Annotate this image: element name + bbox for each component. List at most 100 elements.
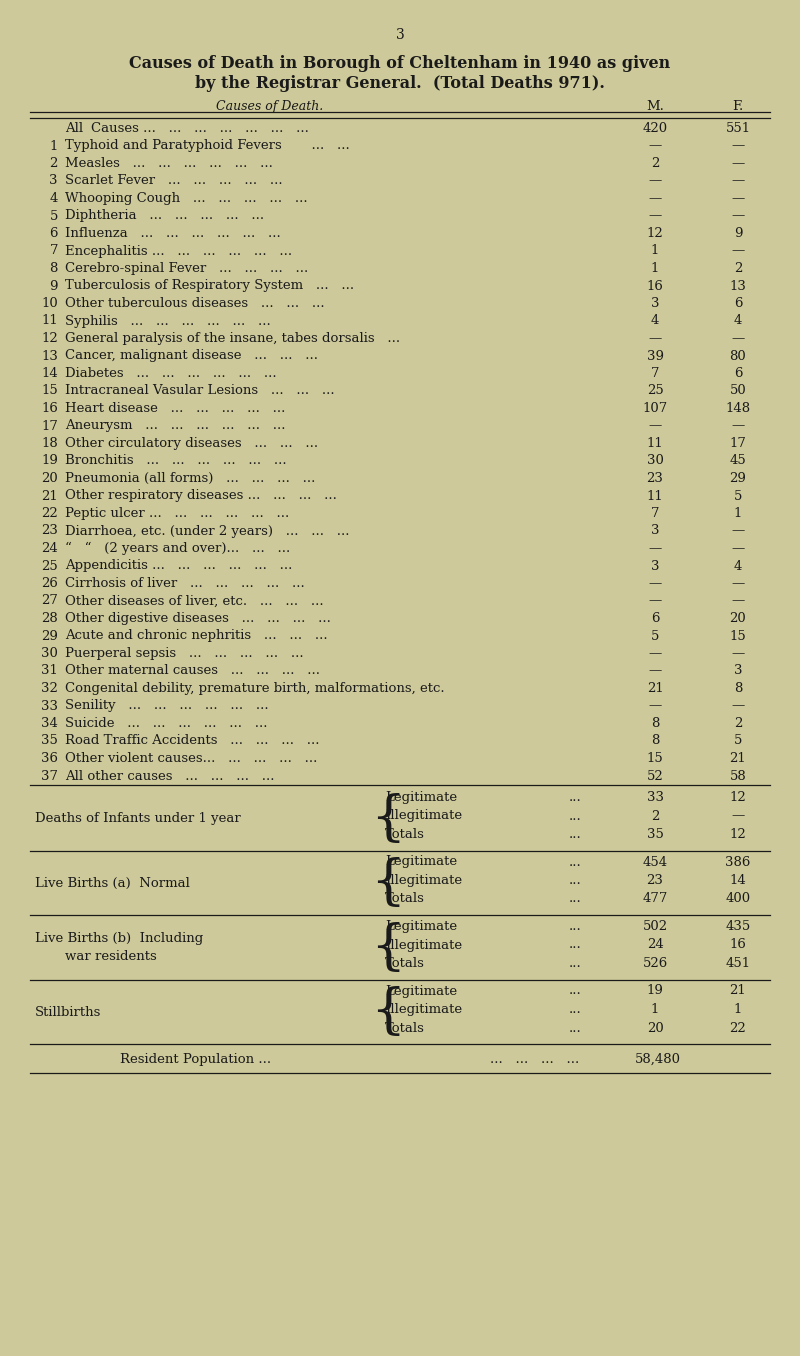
Text: —: —: [731, 209, 745, 222]
Text: 35: 35: [41, 735, 58, 747]
Text: 2: 2: [50, 157, 58, 170]
Text: Road Traffic Accidents   ...   ...   ...   ...: Road Traffic Accidents ... ... ... ...: [65, 735, 319, 747]
Text: Senility   ...   ...   ...   ...   ...   ...: Senility ... ... ... ... ... ...: [65, 700, 269, 712]
Text: 14: 14: [730, 875, 746, 887]
Text: 36: 36: [41, 753, 58, 765]
Text: —: —: [648, 332, 662, 344]
Text: All: All: [65, 122, 83, 136]
Text: 148: 148: [726, 401, 750, 415]
Text: 1: 1: [651, 1003, 659, 1016]
Text: 33: 33: [646, 791, 663, 804]
Text: Congenital debility, premature birth, malformations, etc.: Congenital debility, premature birth, ma…: [65, 682, 445, 696]
Text: Acute and chronic nephritis   ...   ...   ...: Acute and chronic nephritis ... ... ...: [65, 629, 328, 643]
Text: {: {: [370, 986, 406, 1039]
Text: 107: 107: [642, 401, 668, 415]
Text: 502: 502: [642, 919, 667, 933]
Text: 33: 33: [41, 700, 58, 712]
Text: 24: 24: [42, 542, 58, 555]
Text: by the Registrar General.  (Total Deaths 971).: by the Registrar General. (Total Deaths …: [195, 75, 605, 92]
Text: 5: 5: [651, 629, 659, 643]
Text: 526: 526: [642, 957, 668, 970]
Text: 29: 29: [41, 629, 58, 643]
Text: Other circulatory diseases   ...   ...   ...: Other circulatory diseases ... ... ...: [65, 437, 318, 450]
Text: {: {: [370, 922, 406, 974]
Text: Legitimate: Legitimate: [385, 919, 457, 933]
Text: Diphtheria   ...   ...   ...   ...   ...: Diphtheria ... ... ... ... ...: [65, 209, 264, 222]
Text: Legitimate: Legitimate: [385, 856, 457, 868]
Text: 7: 7: [50, 244, 58, 258]
Text: Causes ...   ...   ...   ...   ...   ...   ...: Causes ... ... ... ... ... ... ...: [91, 122, 309, 136]
Text: 21: 21: [730, 984, 746, 998]
Text: 16: 16: [41, 401, 58, 415]
Text: 29: 29: [730, 472, 746, 485]
Text: ...: ...: [569, 938, 582, 952]
Text: 45: 45: [730, 454, 746, 468]
Text: Peptic ulcer ...   ...   ...   ...   ...   ...: Peptic ulcer ... ... ... ... ... ...: [65, 507, 290, 519]
Text: 4: 4: [734, 315, 742, 328]
Text: Influenza   ...   ...   ...   ...   ...   ...: Influenza ... ... ... ... ... ...: [65, 226, 281, 240]
Text: 2: 2: [651, 157, 659, 170]
Text: ...: ...: [569, 984, 582, 998]
Text: Heart disease   ...   ...   ...   ...   ...: Heart disease ... ... ... ... ...: [65, 401, 286, 415]
Text: ...: ...: [569, 957, 582, 970]
Text: 435: 435: [726, 919, 750, 933]
Text: ...   ...   ...   ...: ... ... ... ...: [490, 1054, 579, 1066]
Text: 1: 1: [651, 262, 659, 275]
Text: —: —: [648, 419, 662, 433]
Text: 2: 2: [651, 810, 659, 823]
Text: Causes of Death in Borough of Cheltenham in 1940 as given: Causes of Death in Borough of Cheltenham…: [130, 56, 670, 72]
Text: 1: 1: [734, 507, 742, 519]
Text: Intracraneal Vasular Lesions   ...   ...   ...: Intracraneal Vasular Lesions ... ... ...: [65, 385, 334, 397]
Text: 8: 8: [651, 735, 659, 747]
Text: 551: 551: [726, 122, 750, 136]
Text: 4: 4: [651, 315, 659, 328]
Text: 23: 23: [646, 472, 663, 485]
Text: 3: 3: [650, 560, 659, 572]
Text: Typhoid and Paratyphoid Fevers       ...   ...: Typhoid and Paratyphoid Fevers ... ...: [65, 140, 350, 152]
Text: ...: ...: [569, 875, 582, 887]
Text: 12: 12: [42, 332, 58, 344]
Text: 1: 1: [50, 140, 58, 152]
Text: 6: 6: [734, 367, 742, 380]
Text: Stillbirths: Stillbirths: [35, 1006, 102, 1018]
Text: —: —: [731, 244, 745, 258]
Text: 5: 5: [50, 209, 58, 222]
Text: ...: ...: [569, 1003, 582, 1016]
Text: —: —: [648, 209, 662, 222]
Text: 2: 2: [734, 262, 742, 275]
Text: —: —: [731, 647, 745, 660]
Text: Aneurysm   ...   ...   ...   ...   ...   ...: Aneurysm ... ... ... ... ... ...: [65, 419, 286, 433]
Text: Totals: Totals: [385, 829, 425, 841]
Text: Whooping Cough   ...   ...   ...   ...   ...: Whooping Cough ... ... ... ... ...: [65, 193, 308, 205]
Text: 19: 19: [41, 454, 58, 468]
Text: 22: 22: [42, 507, 58, 519]
Text: Totals: Totals: [385, 892, 425, 906]
Text: —: —: [731, 700, 745, 712]
Text: —: —: [648, 193, 662, 205]
Text: ...: ...: [569, 856, 582, 868]
Text: —: —: [648, 594, 662, 607]
Text: General paralysis of the insane, tabes dorsalis   ...: General paralysis of the insane, tabes d…: [65, 332, 400, 344]
Text: 12: 12: [646, 226, 663, 240]
Text: 6: 6: [50, 226, 58, 240]
Text: 11: 11: [646, 437, 663, 450]
Text: ...: ...: [569, 829, 582, 841]
Text: 15: 15: [730, 629, 746, 643]
Text: ...: ...: [569, 1021, 582, 1035]
Text: Cerebro-spinal Fever   ...   ...   ...   ...: Cerebro-spinal Fever ... ... ... ...: [65, 262, 308, 275]
Text: Totals: Totals: [385, 1021, 425, 1035]
Text: Cancer, malignant disease   ...   ...   ...: Cancer, malignant disease ... ... ...: [65, 350, 318, 362]
Text: —: —: [731, 594, 745, 607]
Text: 30: 30: [646, 454, 663, 468]
Text: 4: 4: [50, 193, 58, 205]
Text: —: —: [648, 664, 662, 678]
Text: 3: 3: [650, 525, 659, 537]
Text: 22: 22: [730, 1021, 746, 1035]
Text: —: —: [731, 419, 745, 433]
Text: Causes of Death.: Causes of Death.: [216, 100, 324, 113]
Text: 37: 37: [41, 769, 58, 782]
Text: 52: 52: [646, 769, 663, 782]
Text: 80: 80: [730, 350, 746, 362]
Text: M.: M.: [646, 100, 664, 113]
Text: 8: 8: [651, 717, 659, 730]
